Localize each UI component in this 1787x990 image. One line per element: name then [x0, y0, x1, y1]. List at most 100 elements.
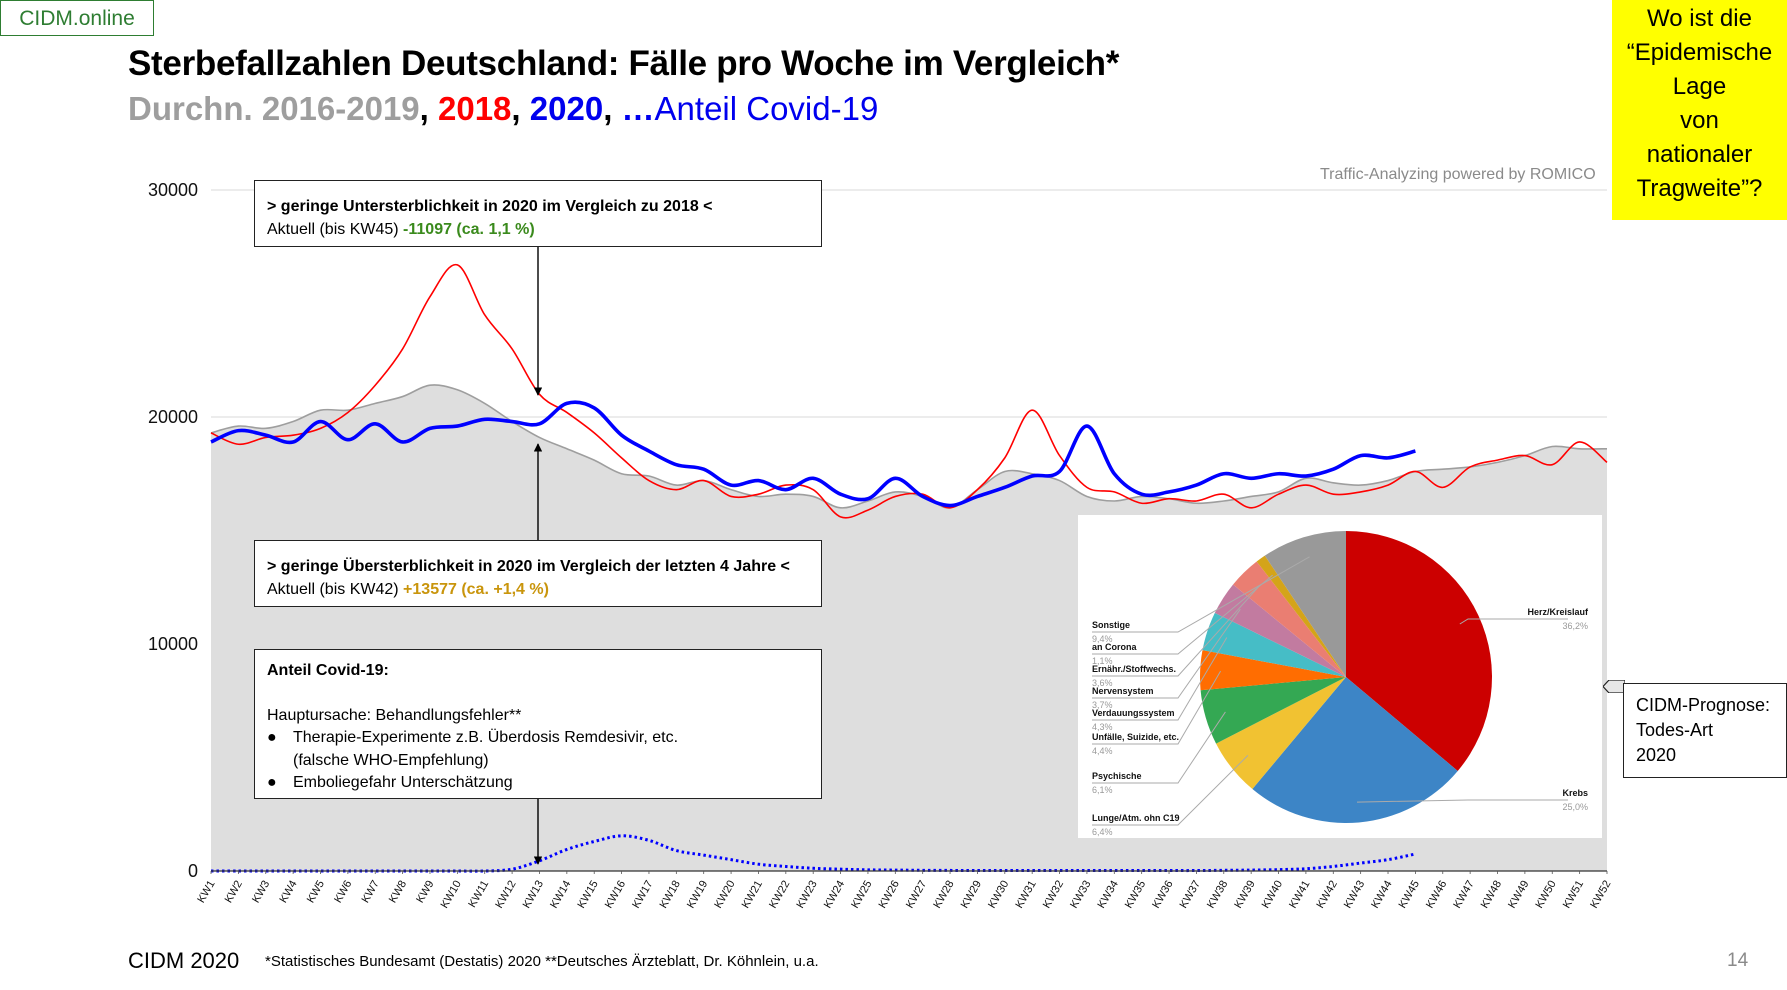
legend-2020: 2020	[529, 90, 604, 127]
pie-leader-line	[1092, 574, 1273, 655]
x-tick-label: KW5	[305, 879, 327, 906]
annotation-line: Hauptursache: Behandlungsfehler**	[267, 706, 522, 724]
pie-percent: 6,4%	[1092, 827, 1113, 837]
x-tick-label: KW45	[1397, 879, 1422, 911]
question-callout: Wo ist die “Epidemische Lage von nationa…	[1612, 0, 1787, 220]
pie-percent: 4,3%	[1092, 722, 1113, 732]
x-tick-label: KW27	[904, 879, 929, 911]
bullet-item: ● Emboliegefahr Unterschätzung	[267, 772, 809, 795]
callout-pointer-icon	[1603, 680, 1625, 693]
pie-leader-line	[1092, 637, 1228, 721]
x-tick-label: KW20	[712, 879, 737, 911]
legend-covid: Anteil Covid-19	[654, 90, 879, 127]
pie-percent: 6,1%	[1092, 785, 1113, 795]
annotation-prefix: Aktuell (bis KW45)	[267, 221, 404, 238]
y-tick-label: 10000	[148, 634, 198, 654]
bullet-icon: ●	[267, 774, 277, 791]
annotation-heading: > geringe Übersterblichkeit in 2020 im V…	[267, 558, 790, 575]
bullet-icon: ●	[267, 729, 277, 746]
bullet-continuation: (falsche WHO-Empfehlung)	[267, 750, 809, 773]
pie-leader-line	[1092, 556, 1310, 633]
x-tick-label: KW52	[1588, 879, 1613, 911]
x-tick-label: KW49	[1506, 879, 1531, 911]
watermark: Traffic-Analyzing powered by ROMICO	[1320, 166, 1596, 183]
pie-label: Psychische	[1092, 771, 1142, 781]
bullet-text: (falsche WHO-Empfehlung)	[293, 751, 489, 769]
x-tick-label: KW21	[740, 879, 765, 911]
x-tick-label: KW19	[685, 879, 710, 911]
pie-slice	[1202, 612, 1346, 677]
x-tick-label: KW14	[548, 879, 573, 911]
x-tick-label: KW3	[250, 879, 272, 906]
x-tick-label: KW22	[767, 879, 792, 911]
series-2018	[210, 264, 1608, 519]
bullet-text: Therapie-Experimente z.B. Überdosis Remd…	[293, 729, 679, 746]
pie-leader-line	[1092, 755, 1249, 826]
x-tick-label: KW11	[466, 879, 491, 910]
pie-percent: 1,1%	[1092, 656, 1113, 666]
legend-2018: 2018	[438, 90, 512, 127]
footer-sources: *Statistisches Bundesamt (Destatis) 2020…	[265, 953, 819, 970]
x-tick-label: KW31	[1013, 879, 1038, 911]
pie-label: Krebs	[1562, 788, 1588, 798]
pie-slice	[1256, 555, 1346, 677]
x-tick-label: KW40	[1260, 879, 1285, 911]
pie-label: an Corona	[1092, 642, 1137, 652]
x-tick-label: KW4	[277, 879, 299, 906]
x-tick-label: KW44	[1369, 879, 1394, 911]
page-title: Sterbefallzahlen Deutschland: Fälle pro …	[128, 44, 1120, 83]
x-tick-label: KW46	[1424, 879, 1449, 911]
x-tick-label: KW50	[1533, 879, 1558, 911]
page-number: 14	[1727, 950, 1749, 971]
x-tick-label: KW17	[630, 879, 655, 911]
pie-label: Verdauungssystem	[1092, 708, 1175, 718]
pie-leader-line	[1092, 670, 1222, 745]
x-tick-label: KW7	[360, 879, 382, 906]
annotation-value: -11097 (ca. 1,1 %)	[403, 221, 535, 238]
x-tick-label: KW33	[1068, 879, 1093, 911]
brand-logo-link[interactable]: CIDM.online	[0, 0, 154, 36]
annotation-detail: Aktuell (bis KW42) +13577 (ca. +1,4 %)	[267, 578, 809, 601]
pie-percent: 4,4%	[1092, 746, 1113, 756]
x-tick-label: KW13	[521, 879, 546, 911]
bullet-item: ● Therapie-Experimente z.B. Überdosis Rem…	[267, 727, 809, 750]
annotation-value: +13577 (ca. +1,4 %)	[403, 581, 549, 598]
pie-label: Lunge/Atm. ohn C19	[1092, 813, 1180, 823]
x-tick-label: KW23	[794, 879, 819, 911]
pie-percent: 3,6%	[1092, 678, 1113, 688]
annotation-heading: > geringe Untersterblichkeit in 2020 im …	[267, 198, 713, 215]
pie-label: Ernähr./Stoffwechs.	[1092, 664, 1177, 674]
series-2020	[210, 400, 1416, 508]
pie-leader-line	[1459, 618, 1568, 625]
x-tick-label: KW37	[1178, 879, 1203, 911]
pie-slice	[1216, 677, 1346, 790]
footer-label: CIDM 2020	[128, 948, 240, 973]
series-line	[210, 400, 1416, 508]
x-tick-label: KW1	[195, 879, 217, 906]
y-tick-label: 0	[188, 861, 198, 881]
y-tick-label: 30000	[148, 180, 198, 200]
x-tick-label: KW6	[332, 879, 354, 906]
pie-label: Unfälle, Suizide, etc.	[1092, 732, 1180, 742]
x-tick-label: KW34	[1096, 879, 1121, 911]
pie-percent: 3,7%	[1092, 700, 1113, 710]
x-tick-label: KW38	[1205, 879, 1230, 911]
pie-slice	[1214, 584, 1346, 677]
x-tick-label: KW39	[1232, 879, 1257, 911]
pie-slice	[1346, 531, 1492, 771]
x-tick-label: KW48	[1479, 879, 1504, 911]
prognose-callout: CIDM-Prognose: Todes-Art 2020	[1623, 683, 1787, 778]
pie-label: Sonstige	[1092, 620, 1131, 630]
legend-ellipsis: …	[621, 90, 655, 127]
x-tick-label: KW10	[439, 879, 464, 911]
pie-leader-line	[1092, 608, 1241, 699]
pie-label: Herz/Kreislauf	[1527, 607, 1588, 617]
chart-legend-subtitle: Durchn. 2016-2019, 2018, 2020, …Anteil C…	[128, 90, 878, 128]
x-tick-label: KW25	[849, 879, 874, 911]
x-tick-label: KW28	[931, 879, 956, 911]
pie-label: Nervensystem	[1092, 686, 1154, 696]
x-tick-label: KW43	[1342, 879, 1367, 911]
bullet-text: Emboliegefahr Unterschätzung	[293, 774, 513, 791]
pie-percent: 36,2%	[1562, 621, 1588, 631]
